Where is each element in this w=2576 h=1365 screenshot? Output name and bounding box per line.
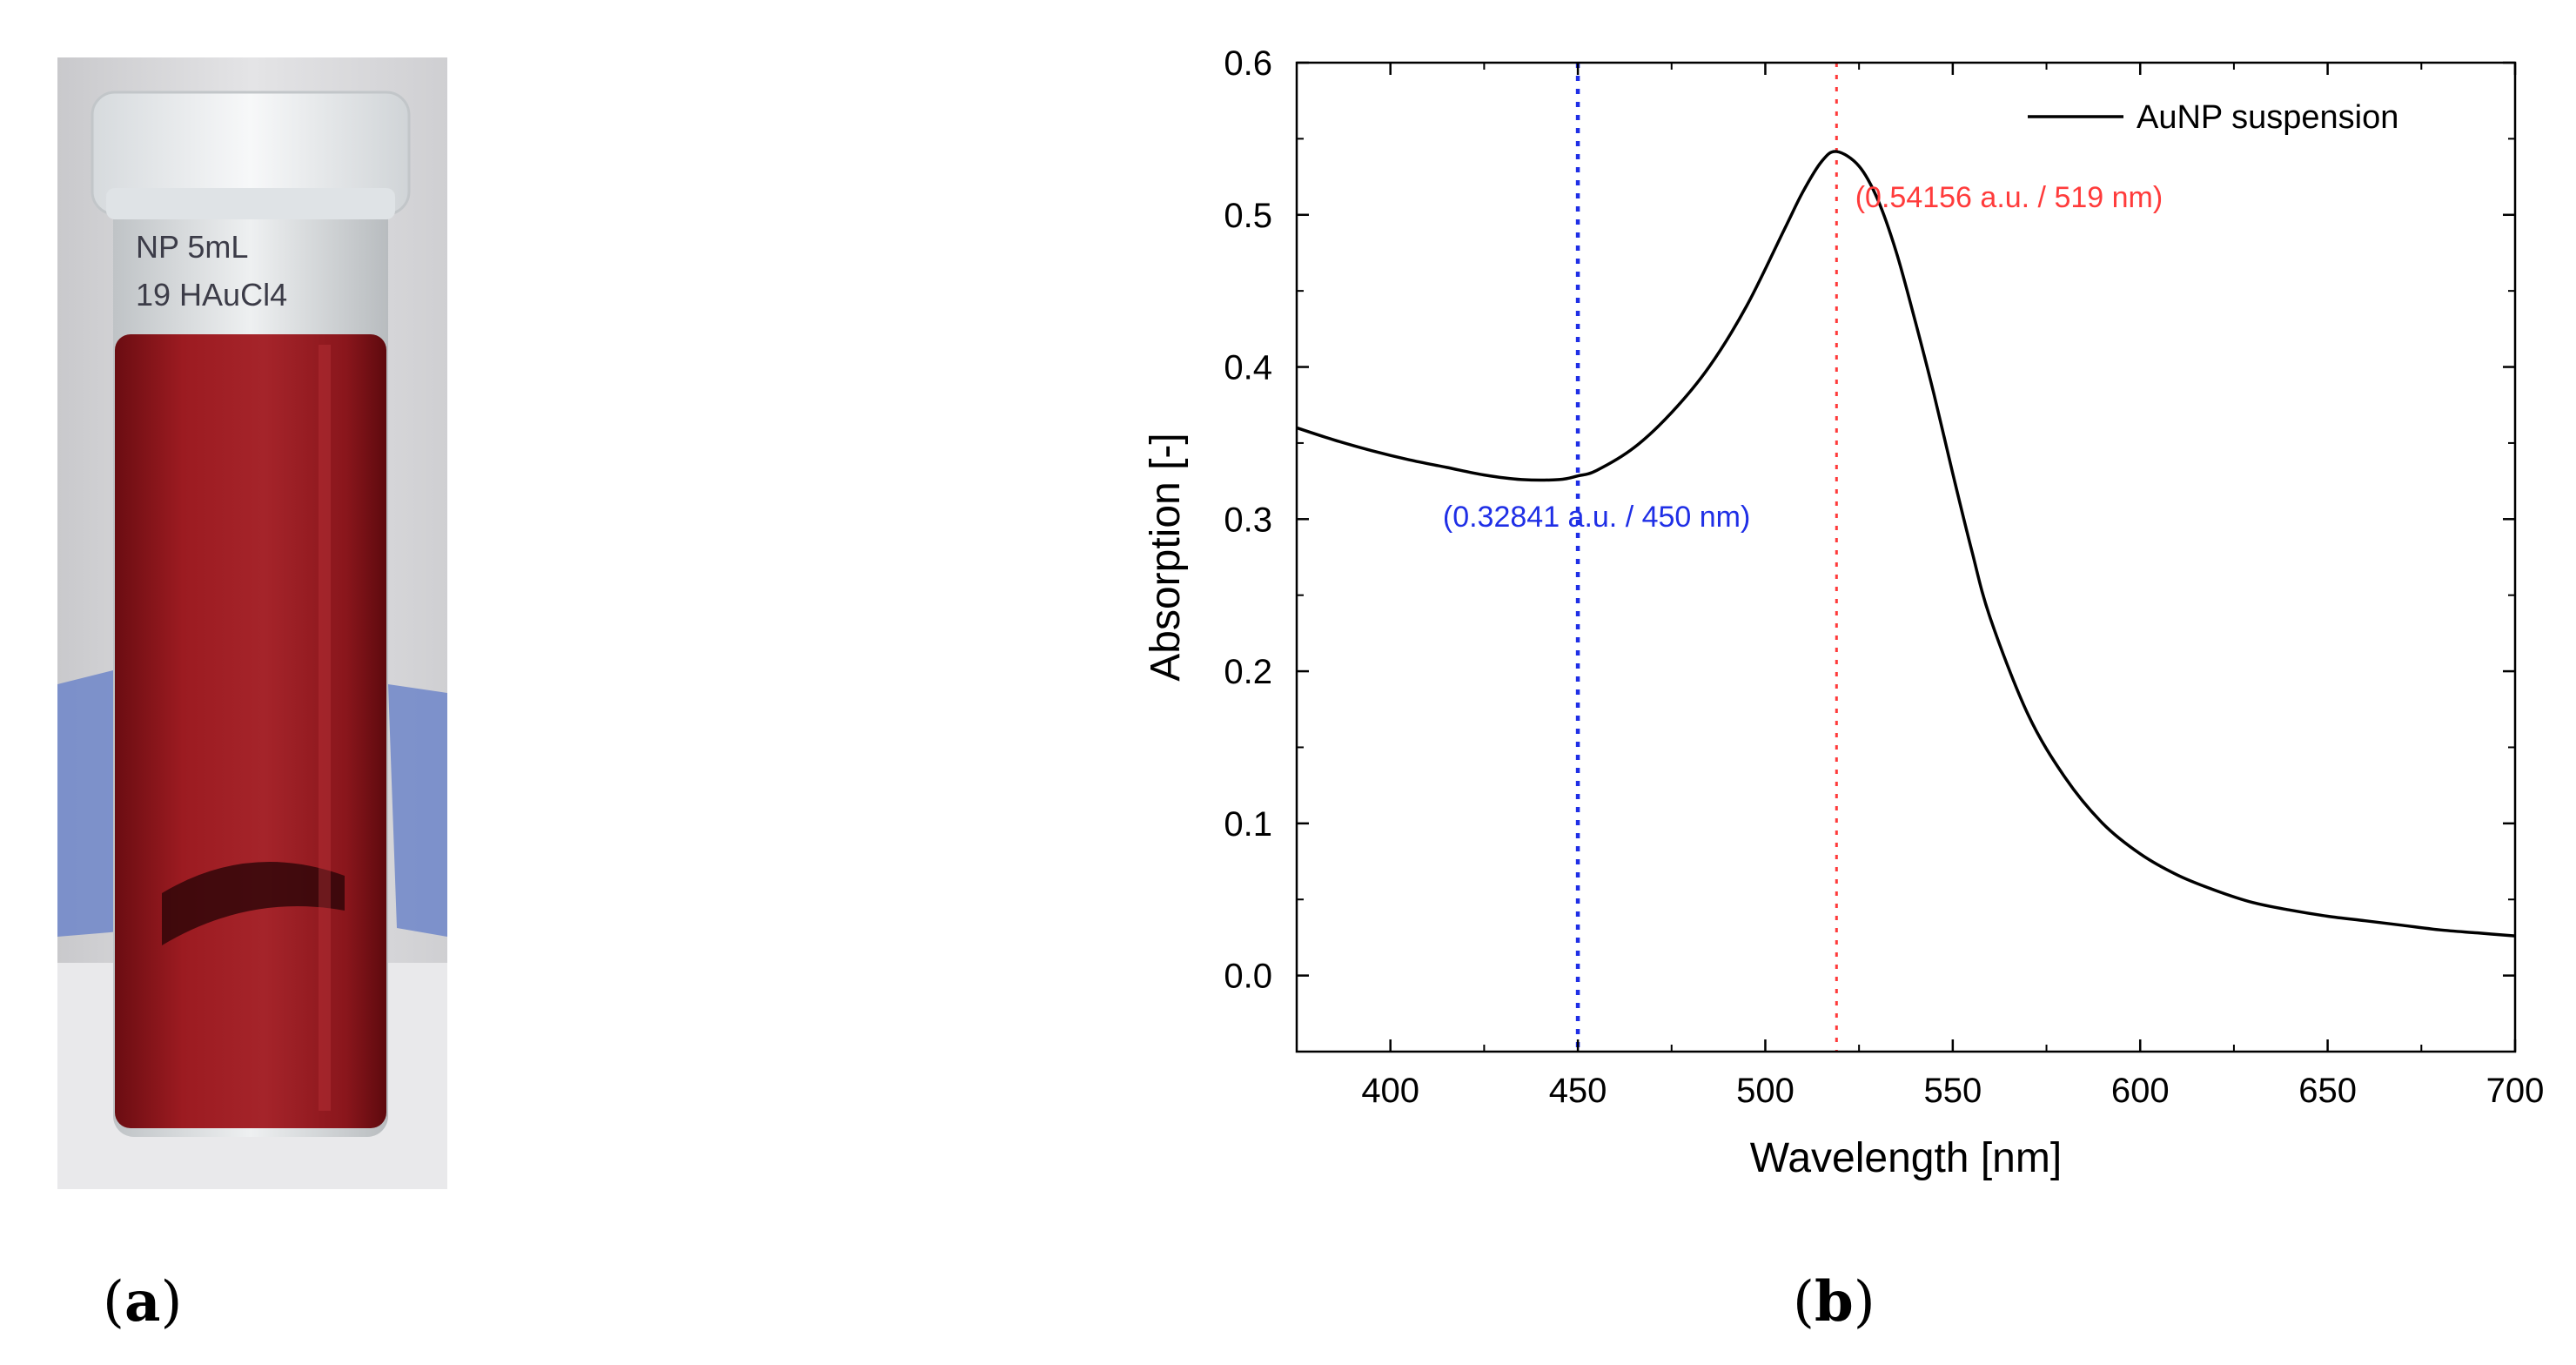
- x-tick-label: 550: [1923, 1072, 1982, 1110]
- y-tick-label: 0.5: [1224, 197, 1272, 235]
- series-line-aunp-suspension: [1296, 150, 2516, 938]
- vial-label-line-1: NP 5mL: [136, 229, 248, 265]
- plot-frame: [1295, 61, 2517, 1053]
- marker-annotation-519nm: (0.54156 a.u. / 519 nm): [1855, 181, 2163, 214]
- x-axis-title: Wavelength [nm]: [1750, 1135, 2062, 1181]
- panel-a-caption: (a): [103, 1269, 183, 1335]
- x-tick-label: 450: [1549, 1072, 1607, 1110]
- red-suspension: [115, 334, 386, 1128]
- legend-label: AuNP suspension: [2137, 99, 2398, 136]
- y-tick-label: 0.3: [1224, 501, 1272, 539]
- y-axis-title: Absorption [-]: [1143, 433, 1189, 681]
- vial-photo: NP 5mL 19 HAuCl4: [57, 57, 447, 1189]
- y-tick-label: 0.2: [1224, 653, 1272, 691]
- y-tick-label: 0.1: [1224, 805, 1272, 844]
- glass-highlight: [319, 345, 331, 1111]
- vial-label-line-2: 19 HAuCl4: [136, 277, 287, 313]
- panel-b-caption: (b): [1793, 1269, 1875, 1335]
- marker-annotation-450nm: (0.32841 a.u. / 450 nm): [1443, 501, 1750, 534]
- y-tick-label: 0.4: [1224, 349, 1272, 387]
- panel-a-letter: a: [124, 1269, 161, 1335]
- blue-cloth-right: [388, 684, 447, 937]
- x-tick-label: 400: [1361, 1072, 1419, 1110]
- x-tick-label: 500: [1736, 1072, 1794, 1110]
- y-tick-label: 0.0: [1224, 958, 1272, 996]
- chart-svg: 400 450 500 550 600 650 700 0.0 0.1 0.2 0.3 0.4 0.5 0…: [1143, 44, 2545, 1181]
- x-tick-label: 600: [2111, 1072, 2170, 1110]
- label-shadow: [162, 862, 345, 945]
- vial-illustration: NP 5mL 19 HAuCl4: [57, 57, 447, 1189]
- x-tick-label: 650: [2298, 1072, 2357, 1110]
- x-tick-label: 700: [2486, 1072, 2545, 1110]
- panel-b-letter: b: [1814, 1269, 1854, 1335]
- absorption-chart: 400 450 500 550 600 650 700 0.0 0.1 0.2 0.3 0.4 0.5 0…: [1097, 17, 2576, 1236]
- y-tick-label: 0.6: [1224, 44, 1272, 83]
- cap-rim: [106, 188, 395, 219]
